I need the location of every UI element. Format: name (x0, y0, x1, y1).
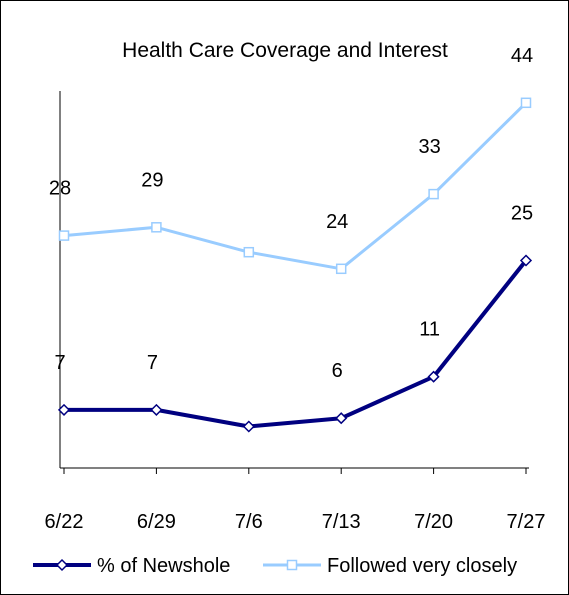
data-point-newshole (150, 403, 163, 416)
data-label: 29 (141, 169, 163, 191)
data-point-followed (243, 246, 255, 258)
data-point-newshole (57, 403, 71, 416)
data-point-followed (520, 97, 532, 109)
data-label: 33 (418, 136, 440, 158)
series-layer: 7 7 6 11 25 28 29 24 33 44 (49, 45, 533, 433)
legend-label-newshole: % of Newshole (97, 555, 230, 577)
data-label: 24 (326, 211, 348, 233)
data-label: 7 (54, 352, 65, 374)
data-point-followed (151, 222, 162, 233)
x-tick-label: 7/20 (414, 511, 453, 533)
data-label: 44 (511, 45, 533, 67)
x-tick-label: 6/29 (137, 511, 176, 533)
data-label: 25 (511, 203, 533, 225)
data-point-newshole (427, 370, 440, 383)
legend: % of Newshole Followed very closely (33, 555, 517, 577)
x-tick-label: 7/6 (235, 511, 263, 533)
data-label: 28 (49, 178, 71, 200)
data-label: 11 (419, 319, 440, 341)
legend-label-followed: Followed very closely (327, 555, 517, 577)
x-tick-label: 7/27 (507, 511, 546, 533)
axes: 6/22 6/29 7/6 7/13 7/20 7/27 (45, 91, 546, 533)
data-point-newshole (335, 412, 348, 425)
legend-marker-followed (286, 559, 298, 571)
data-label: 7 (147, 352, 158, 374)
series-line-followed (63, 101, 528, 271)
data-point-followed (428, 188, 439, 200)
x-tick-label: 7/13 (322, 511, 361, 533)
x-tick-label: 6/22 (45, 511, 84, 533)
legend-marker-newshole (55, 558, 69, 572)
data-point-followed (58, 230, 70, 241)
series-line-newshole (64, 259, 528, 429)
data-point-followed (335, 263, 347, 275)
data-point-newshole (242, 420, 255, 433)
chart-title: Health Care Coverage and Interest (122, 39, 448, 62)
data-label: 6 (332, 360, 343, 382)
data-point-newshole (519, 254, 533, 267)
